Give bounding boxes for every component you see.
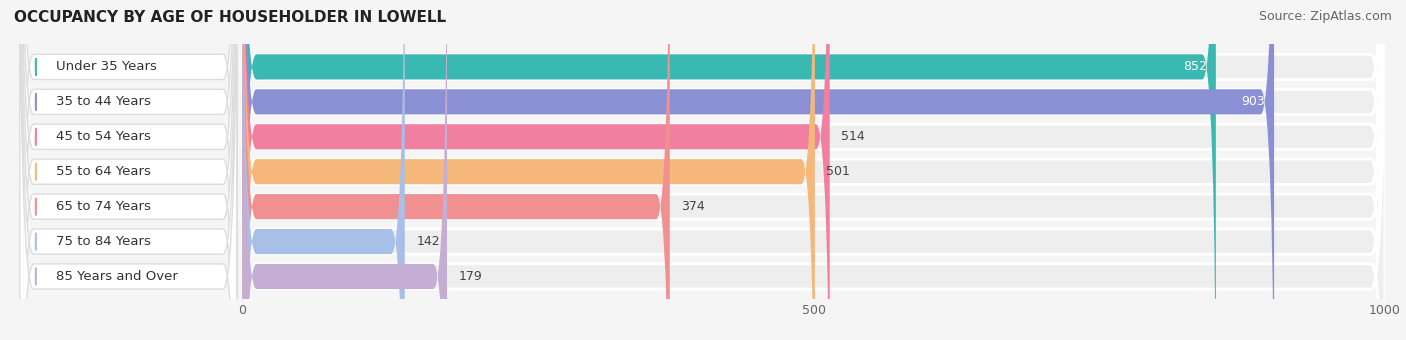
- FancyBboxPatch shape: [20, 0, 236, 340]
- FancyBboxPatch shape: [20, 0, 236, 340]
- FancyBboxPatch shape: [20, 0, 236, 340]
- FancyBboxPatch shape: [243, 0, 1385, 340]
- FancyBboxPatch shape: [243, 0, 1274, 340]
- Text: 374: 374: [682, 200, 704, 213]
- FancyBboxPatch shape: [20, 0, 236, 340]
- Text: 35 to 44 Years: 35 to 44 Years: [56, 95, 152, 108]
- FancyBboxPatch shape: [243, 0, 1385, 340]
- FancyBboxPatch shape: [243, 0, 1216, 340]
- FancyBboxPatch shape: [243, 0, 1385, 340]
- FancyBboxPatch shape: [243, 0, 1385, 340]
- FancyBboxPatch shape: [243, 0, 405, 340]
- Text: OCCUPANCY BY AGE OF HOUSEHOLDER IN LOWELL: OCCUPANCY BY AGE OF HOUSEHOLDER IN LOWEL…: [14, 10, 446, 25]
- FancyBboxPatch shape: [243, 0, 1385, 340]
- Text: 65 to 74 Years: 65 to 74 Years: [56, 200, 152, 213]
- FancyBboxPatch shape: [20, 0, 236, 340]
- Text: 142: 142: [416, 235, 440, 248]
- FancyBboxPatch shape: [20, 0, 236, 340]
- Text: 514: 514: [841, 130, 865, 143]
- FancyBboxPatch shape: [20, 0, 236, 340]
- FancyBboxPatch shape: [243, 0, 669, 340]
- Text: 179: 179: [458, 270, 482, 283]
- FancyBboxPatch shape: [243, 0, 830, 340]
- FancyBboxPatch shape: [243, 0, 815, 340]
- FancyBboxPatch shape: [243, 0, 1385, 340]
- Text: 852: 852: [1182, 61, 1206, 73]
- Text: 85 Years and Over: 85 Years and Over: [56, 270, 179, 283]
- Text: 903: 903: [1241, 95, 1265, 108]
- Text: 75 to 84 Years: 75 to 84 Years: [56, 235, 152, 248]
- Text: 55 to 64 Years: 55 to 64 Years: [56, 165, 152, 178]
- Text: 45 to 54 Years: 45 to 54 Years: [56, 130, 152, 143]
- Text: Source: ZipAtlas.com: Source: ZipAtlas.com: [1258, 10, 1392, 23]
- Text: Under 35 Years: Under 35 Years: [56, 61, 157, 73]
- FancyBboxPatch shape: [243, 0, 1385, 340]
- FancyBboxPatch shape: [243, 0, 447, 340]
- Text: 501: 501: [827, 165, 851, 178]
